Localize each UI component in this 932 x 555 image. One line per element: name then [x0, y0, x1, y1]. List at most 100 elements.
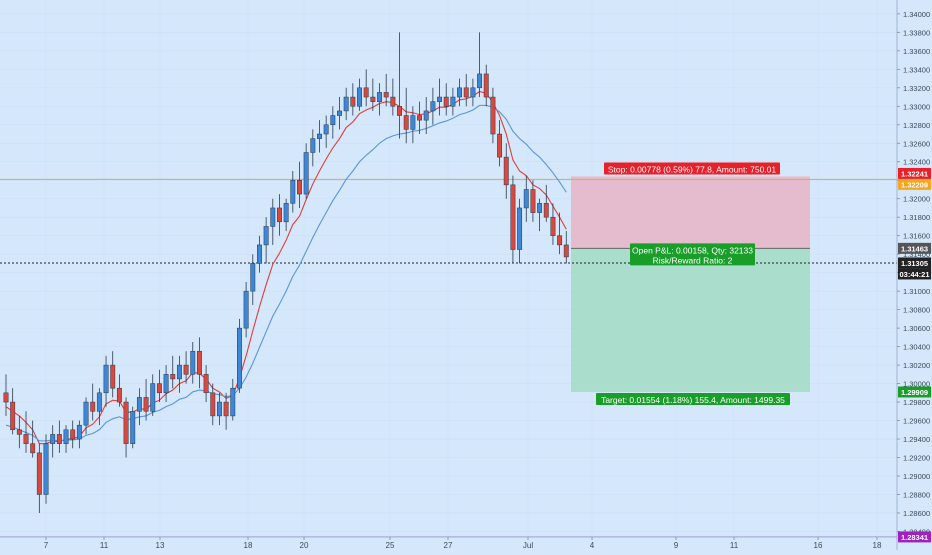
candle	[510, 175, 516, 264]
candle-body	[397, 106, 402, 116]
candle-body	[16, 429, 22, 435]
candle-body	[543, 203, 549, 218]
candle-body	[43, 443, 49, 495]
candle	[230, 378, 236, 421]
y-tick-label: 1.30400	[903, 343, 930, 352]
candle	[36, 443, 42, 513]
y-tick-label: 1.33400	[903, 65, 930, 74]
candle-body	[123, 401, 129, 444]
candle-body	[457, 87, 463, 98]
price-tag-bg	[898, 531, 931, 543]
candle-body	[263, 226, 269, 246]
price-tag-label: 1.29909	[901, 388, 928, 397]
candle-body	[317, 133, 322, 139]
open-pnl-label-text: Risk/Reward Ratio: 2	[653, 255, 733, 265]
candle-body	[410, 115, 416, 130]
candle-body	[510, 184, 516, 250]
price-tag-label: 1.32241	[901, 169, 928, 178]
open-pnl-label-bg	[630, 243, 755, 266]
candle-body	[70, 429, 76, 440]
candle-body	[130, 411, 136, 444]
candle-body	[176, 364, 182, 380]
candle-body	[523, 189, 529, 209]
candle	[16, 415, 22, 449]
stop-label-text: Stop: 0.00778 (0.59%) 77.8, Amount: 750.…	[608, 164, 777, 174]
x-tick-label: 7	[44, 541, 49, 550]
candle	[156, 369, 162, 403]
price-tag: 1.31463	[898, 242, 931, 254]
candle-body	[417, 115, 422, 121]
candle	[543, 184, 549, 222]
y-tick-label: 1.30200	[903, 361, 930, 370]
candle	[216, 392, 222, 426]
candle	[116, 374, 122, 407]
candle-body	[437, 96, 443, 102]
candle	[450, 87, 456, 116]
candle-body	[216, 401, 222, 417]
stop-label-bg	[604, 162, 780, 175]
candle-body	[110, 364, 116, 389]
price-tag-label: 1.28341	[901, 533, 928, 542]
price-tag-bg	[898, 386, 931, 398]
candle-body	[290, 179, 296, 204]
candle	[397, 32, 402, 139]
y-tick-label: 1.30000	[903, 380, 930, 389]
candle	[483, 64, 489, 107]
candle-body	[83, 401, 89, 426]
candle	[63, 425, 69, 453]
candle-body	[357, 87, 362, 107]
candle-body	[170, 374, 176, 380]
x-tick-label: 20	[300, 541, 309, 550]
y-tick-label: 1.28600	[903, 509, 930, 518]
candle	[3, 374, 9, 416]
candle	[350, 83, 356, 116]
candle-body	[243, 290, 249, 329]
candle-body	[96, 392, 102, 412]
candle	[130, 406, 136, 449]
candle	[90, 383, 96, 421]
y-tick-label: 1.31400	[903, 250, 930, 259]
y-tick-label: 1.34000	[903, 10, 930, 19]
candle-body	[477, 73, 483, 89]
candle-body	[490, 96, 496, 135]
candle-body	[470, 87, 476, 98]
x-tick-label: 16	[814, 541, 823, 550]
x-tick-label: 9	[674, 541, 679, 550]
candle	[470, 78, 476, 107]
stop-label: Stop: 0.00778 (0.59%) 77.8, Amount: 750.…	[604, 162, 780, 175]
candle	[237, 318, 242, 393]
candle	[330, 106, 336, 139]
candle-body	[330, 115, 336, 126]
candle-body	[363, 87, 369, 98]
candle-body	[277, 207, 282, 223]
y-tick-label: 1.32000	[903, 195, 930, 204]
candle-body	[63, 429, 69, 444]
candle-body	[383, 92, 389, 98]
candle-body	[370, 96, 376, 102]
candle	[83, 397, 89, 435]
y-tick-label: 1.31000	[903, 287, 930, 296]
candle-body	[190, 350, 196, 375]
candle	[170, 355, 176, 389]
candle	[30, 420, 36, 458]
candle-body	[143, 397, 149, 412]
stop-zone	[571, 176, 810, 249]
candle-body	[310, 138, 316, 153]
x-tick-label: 18	[873, 541, 882, 550]
candle	[210, 383, 216, 426]
candle	[70, 420, 76, 449]
target-label-bg	[596, 392, 790, 405]
candle-body	[116, 387, 122, 403]
candle	[263, 217, 269, 264]
candle-body	[230, 387, 236, 417]
candle	[430, 87, 436, 125]
y-tick-label: 1.31800	[903, 213, 930, 222]
candle	[76, 420, 82, 449]
price-tag-label: 03:44:21	[899, 270, 929, 279]
candle	[277, 194, 282, 236]
moving-averages	[5, 90, 567, 445]
candle-body	[50, 434, 56, 444]
x-tick-label: 11	[730, 541, 739, 550]
candle-body	[36, 452, 42, 495]
